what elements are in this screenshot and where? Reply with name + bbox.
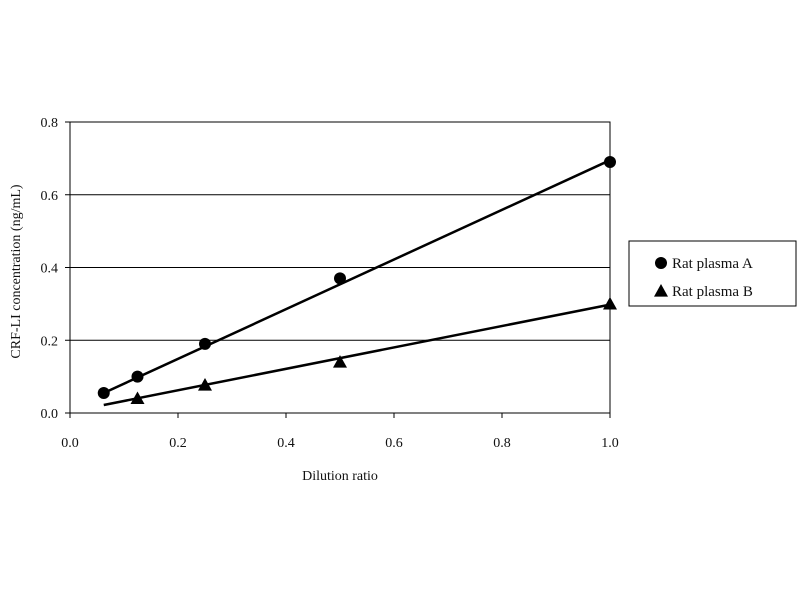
trendline-rat-plasma-a [103, 159, 611, 395]
y-tick-label: 0.4 [41, 262, 59, 277]
x-tick-label: 0.0 [61, 436, 79, 451]
legend-label-rat-plasma-b: Rat plasma B [672, 284, 753, 300]
legend-label-rat-plasma-a: Rat plasma A [672, 256, 753, 272]
data-point-rat-plasma-b [130, 391, 145, 405]
data-point-rat-plasma-a [131, 370, 144, 383]
x-tick-label: 0.2 [169, 436, 187, 451]
x-tick-label: 0.4 [277, 436, 295, 451]
legend-marker-rat-plasma-b [654, 284, 668, 297]
x-axis-label: Dilution ratio [302, 469, 378, 484]
gridlines [70, 194, 610, 341]
y-tick-label: 0.2 [41, 334, 59, 349]
legend: Rat plasma A Rat plasma B [628, 240, 797, 307]
x-tick-label: 0.6 [385, 436, 403, 451]
data-point-rat-plasma-a [604, 156, 616, 169]
data-point-rat-plasma-b [198, 377, 212, 391]
trendlines [103, 159, 611, 407]
data-point-rat-plasma-a [199, 337, 211, 350]
x-tick-label: 0.8 [493, 436, 511, 451]
data-point-rat-plasma-a [97, 386, 110, 399]
x-tick-label: 1.0 [601, 436, 619, 451]
x-axis-ticks: 0.0 0.2 0.4 0.6 0.8 1.0 [61, 413, 619, 451]
data-point-rat-plasma-a [334, 272, 346, 285]
y-tick-label: 0.6 [41, 189, 59, 204]
trendline-rat-plasma-b [103, 303, 611, 407]
y-axis-label: CRF-LI concentration (ng/mL) [9, 184, 24, 359]
legend-marker-rat-plasma-a [655, 257, 667, 269]
data-point-rat-plasma-b [603, 296, 617, 310]
data-point-rat-plasma-b [333, 355, 347, 368]
y-axis-ticks: 0.0 0.2 0.4 0.6 0.8 [41, 116, 70, 422]
y-tick-label: 0.8 [41, 116, 59, 131]
y-tick-label: 0.0 [41, 407, 59, 422]
data-markers [97, 156, 617, 405]
